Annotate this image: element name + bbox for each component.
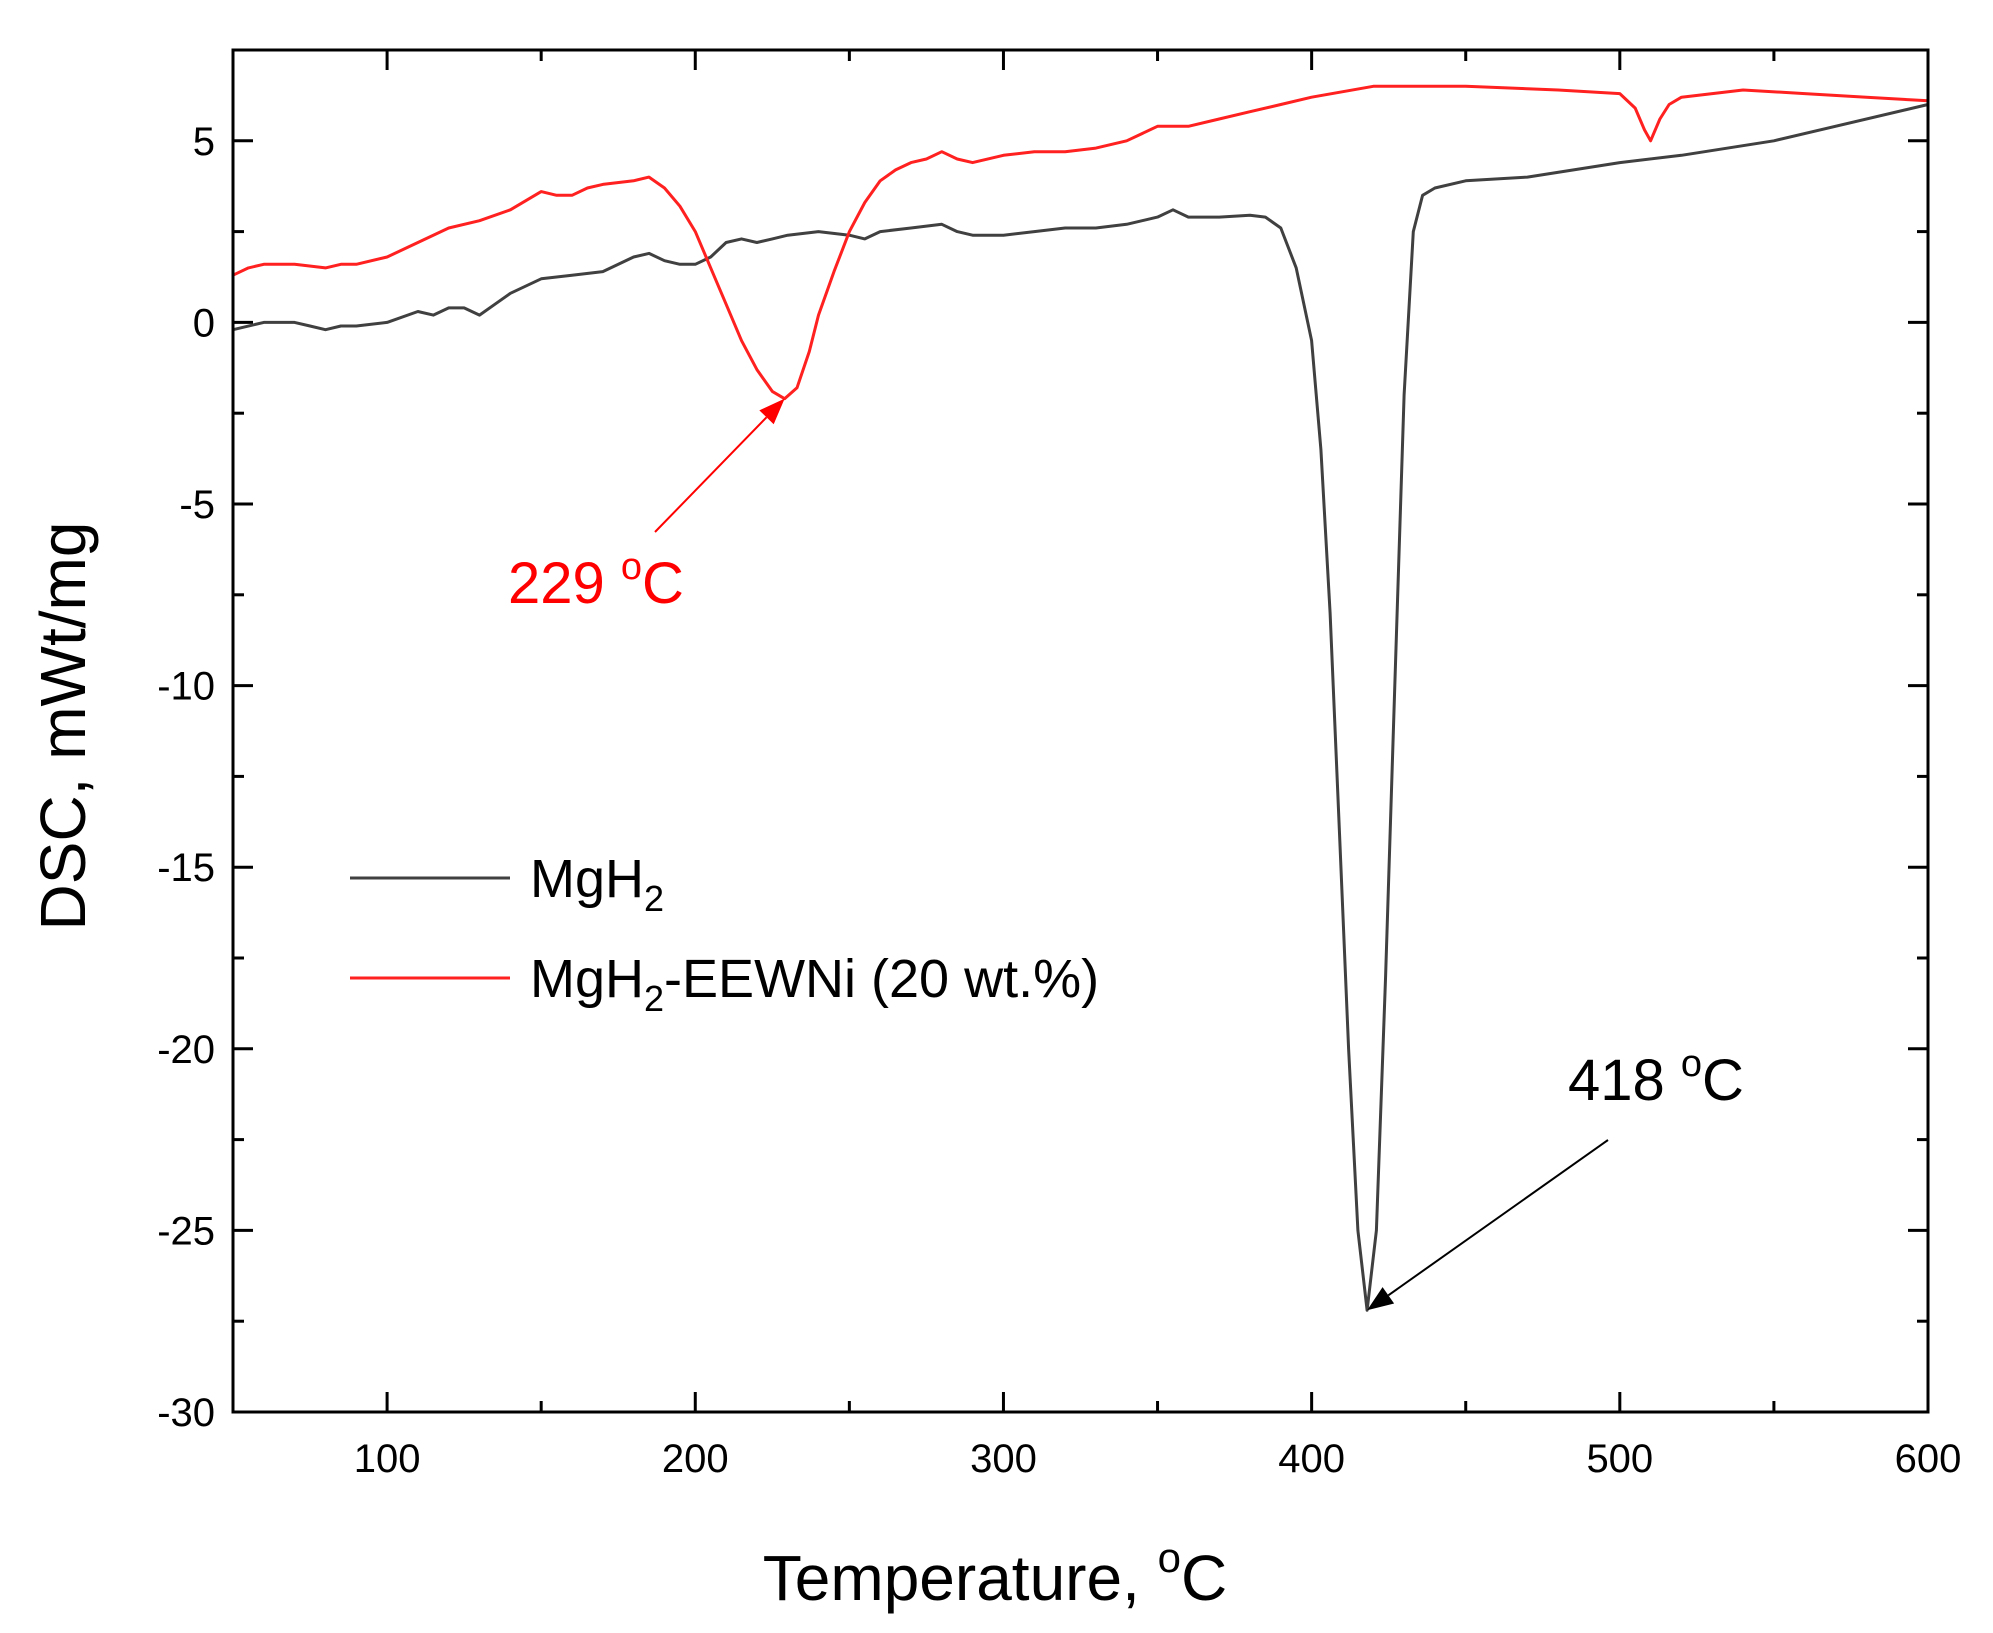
x-tick-label: 200 [662,1437,729,1481]
annotation-418c: 418 oC [1367,1043,1744,1311]
y-tick-label: 5 [193,120,215,164]
y-tick-label: -15 [157,846,215,890]
y-tick-label: -25 [157,1209,215,1253]
x-axis-title: Temperature, oC [763,1534,1227,1614]
x-tick-label: 400 [1278,1437,1345,1481]
annotation-418c-arrow-head [1367,1287,1395,1311]
annotation-229c-arrow-line [654,416,768,533]
y-tick-label: -10 [157,665,215,709]
x-tick-labels: 100 200 300 400 500 600 [354,1437,1962,1481]
legend: MgH2 MgH2-EEWNi (20 wt.%) [350,849,1099,1019]
series-layer [232,84,1929,1312]
annotation-229c-arrow-head [759,398,785,425]
x-tick-label: 600 [1895,1437,1962,1481]
y-tick-label: -20 [157,1028,215,1072]
x-tick-label: 500 [1586,1437,1653,1481]
legend-label-mgh2: MgH2 [530,849,664,919]
legend-label-mgh2-eewni: MgH2-EEWNi (20 wt.%) [530,949,1099,1019]
y-tick-label: -5 [179,483,215,527]
annotation-418c-text: 418 oC [1568,1043,1744,1113]
x-tick-label: 300 [970,1437,1037,1481]
y-tick-label: -30 [157,1391,215,1435]
annotation-418c-arrow-line [1387,1139,1609,1297]
series-line-mgh2 [232,103,1929,1312]
annotation-229c: 229 oC [508,398,785,616]
y-tick-labels: 5 0 -5 -10 -15 -20 -25 -30 [157,120,215,1435]
x-tick-label: 100 [354,1437,421,1481]
annotation-229c-text: 229 oC [508,546,684,616]
y-tick-label: 0 [193,301,215,345]
y-axis-title: DSC, mWt/mg [27,522,99,931]
series-line-mgh2-eewni [232,84,1929,401]
plot-frame [231,48,1930,1414]
